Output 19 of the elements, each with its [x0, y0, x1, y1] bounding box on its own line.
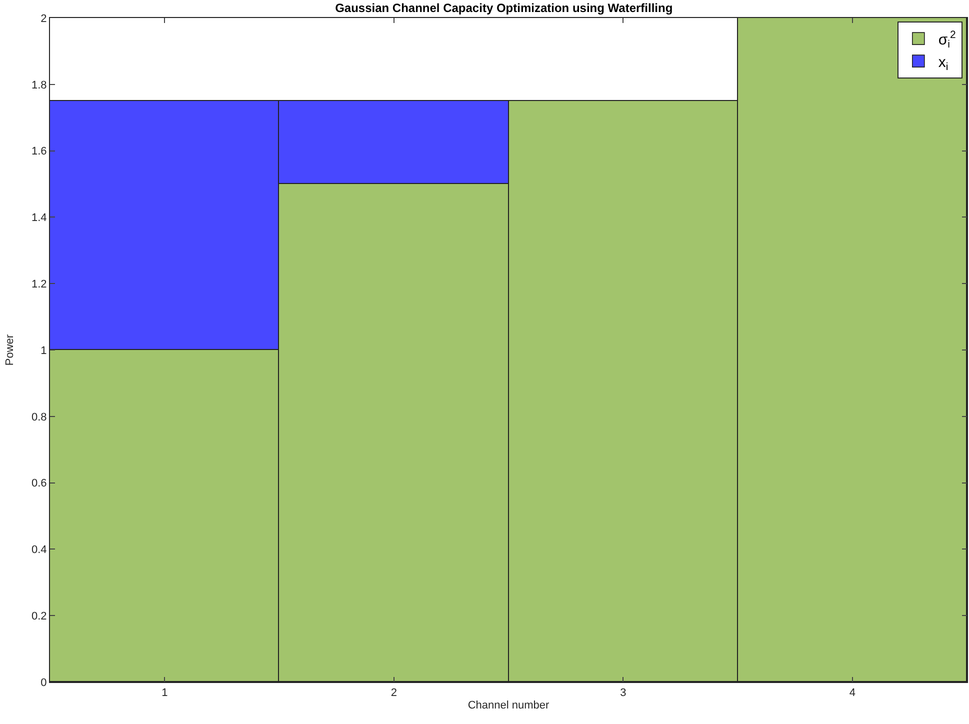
- y-tick-label: 0.4: [32, 544, 47, 556]
- y-tick-label: 1: [40, 344, 47, 357]
- y-tick-label: 0: [40, 676, 47, 689]
- chart-title: Gaussian Channel Capacity Optimization using Waterfilling: [335, 1, 673, 16]
- y-tick-label: 2: [40, 12, 47, 25]
- x-tick-label: 3: [620, 687, 626, 700]
- y-tick-label: 0.2: [32, 610, 47, 622]
- y-tick-label: 0.8: [32, 411, 47, 424]
- y-tick-label: 0.6: [32, 478, 47, 490]
- y-tick-label: 1.2: [32, 278, 47, 290]
- y-tick-label: 1.6: [32, 146, 47, 158]
- legend-label: x$_{i}$: [938, 54, 948, 74]
- y-tick-label: 1.4: [32, 212, 47, 224]
- x-tick-label: 1: [162, 687, 168, 700]
- y-tick-label: 1.8: [32, 79, 47, 92]
- x-axis-title: Channel number: [468, 699, 550, 712]
- x-tick-label: 4: [849, 687, 856, 700]
- x-tick-label: 2: [390, 687, 397, 700]
- y-axis-title: Power: [4, 334, 16, 366]
